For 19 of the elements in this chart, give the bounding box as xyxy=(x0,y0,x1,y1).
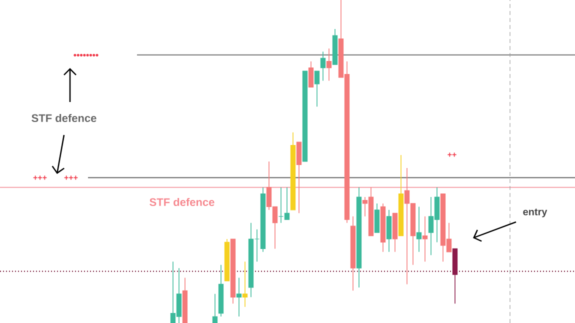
candlestick xyxy=(320,51,326,82)
text: +++ xyxy=(33,176,47,180)
candlestick xyxy=(314,70,320,107)
candlestick xyxy=(416,206,422,252)
annotation: ++ xyxy=(448,152,456,157)
candlestick xyxy=(296,142,302,214)
candlestick xyxy=(326,48,332,82)
candlestick xyxy=(236,277,242,317)
candlestick xyxy=(308,60,314,88)
text: entry xyxy=(523,208,548,218)
candlestick xyxy=(422,216,428,262)
ref-line-label: STF defence xyxy=(150,198,214,206)
text: +++ xyxy=(64,176,78,180)
candlestick xyxy=(374,203,380,233)
candlestick xyxy=(212,294,218,323)
candlestick xyxy=(242,261,248,308)
text: STF defence xyxy=(32,114,96,122)
candlestick xyxy=(386,210,392,252)
text: •••••••• xyxy=(74,54,98,56)
